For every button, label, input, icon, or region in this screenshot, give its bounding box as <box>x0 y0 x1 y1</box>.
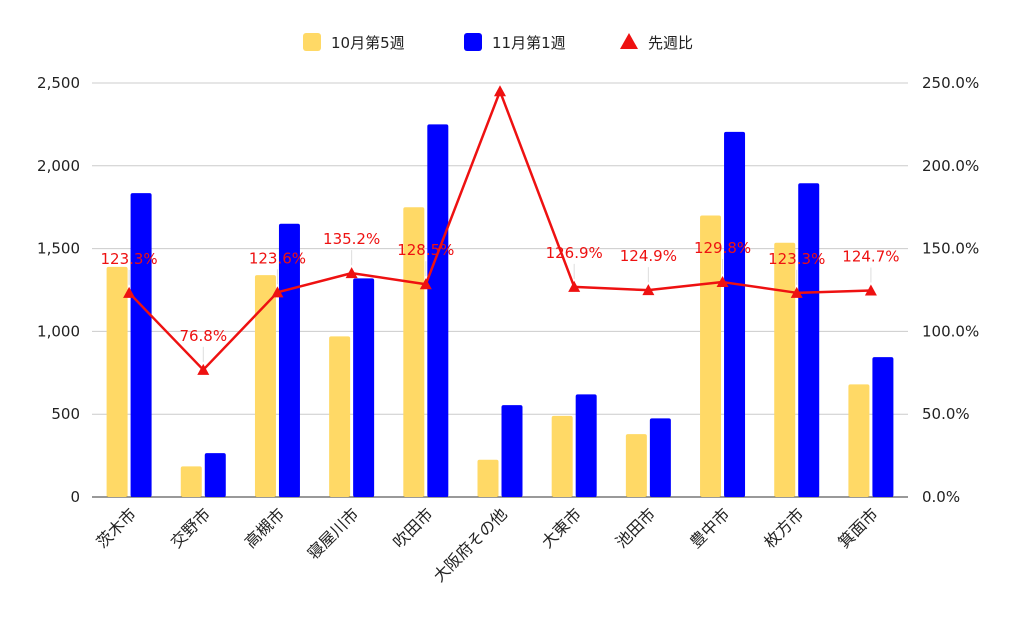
ratio-label: 126.9% <box>546 244 603 262</box>
right-tick-label: 150.0% <box>922 240 979 258</box>
category-label: 寝屋川市 <box>304 504 363 563</box>
bar-11月第1週 <box>649 418 671 497</box>
ratio-marker <box>197 363 210 375</box>
ratio-marker <box>790 286 803 298</box>
bar-10月第5週 <box>254 275 276 497</box>
category-label: 吹田市 <box>389 504 436 551</box>
bar-10月第5週 <box>625 434 647 497</box>
bar-11月第1週 <box>427 124 449 498</box>
right-tick-label: 200.0% <box>922 157 979 175</box>
ratio-marker <box>568 280 581 292</box>
ratio-label: 123.6% <box>249 249 306 267</box>
left-tick-label: 1,500 <box>37 240 80 258</box>
bar-11月第1週 <box>501 405 523 497</box>
legend-swatch <box>620 33 638 49</box>
ratio-label: 124.7% <box>842 247 899 265</box>
right-tick-label: 250.0% <box>922 74 979 92</box>
category-label: 枚方市 <box>760 504 807 551</box>
bar-11月第1週 <box>130 193 152 497</box>
left-tick-label: 2,500 <box>37 74 80 92</box>
ratio-label: 135.2% <box>323 230 380 248</box>
ratio-label: 123.3% <box>768 250 825 268</box>
ratio-marker <box>864 284 877 296</box>
ratio-marker <box>642 284 655 296</box>
ratio-marker <box>716 276 729 288</box>
left-tick-label: 500 <box>51 405 80 423</box>
bar-11月第1週 <box>278 223 300 497</box>
bar-11月第1週 <box>872 357 894 497</box>
category-label: 池田市 <box>612 504 659 551</box>
gridlines <box>92 82 908 498</box>
bar-10月第5週 <box>329 336 351 497</box>
left-axis: 0 500 1,000 1,500 2,000 2,500 <box>37 74 80 506</box>
category-label: 大東市 <box>538 504 585 551</box>
bar-11月第1週 <box>353 278 375 497</box>
ratio-line <box>123 85 877 375</box>
bars <box>106 124 894 498</box>
legend-swatch <box>303 33 321 51</box>
left-tick-label: 2,000 <box>37 157 80 175</box>
ratio-marker <box>271 286 284 298</box>
bar-10月第5週 <box>477 459 499 497</box>
ratio-marker <box>123 286 136 298</box>
bar-10月第5週 <box>551 415 573 497</box>
bar-11月第1週 <box>575 394 597 497</box>
legend-label: 10月第5週 <box>331 34 405 52</box>
bar-10月第5週 <box>700 215 722 498</box>
bar-11月第1週 <box>798 183 820 498</box>
right-axis: 0.0% 50.0% 100.0% 150.0% 200.0% 250.0% <box>922 74 979 506</box>
category-label: 大阪府その他 <box>430 504 511 585</box>
ratio-label: 129.8% <box>694 239 751 257</box>
right-tick-label: 50.0% <box>922 405 970 423</box>
bar-11月第1週 <box>204 453 226 497</box>
category-label: 豊中市 <box>686 504 733 551</box>
bar-10月第5週 <box>774 242 796 497</box>
legend-label: 先週比 <box>648 34 693 52</box>
ratio-labels: 123.3% 76.8% 123.6% 135.2% 128.5% 126.9% 124.9… <box>100 230 900 362</box>
ratio-marker <box>345 267 358 279</box>
bar-10月第5週 <box>848 384 870 497</box>
category-label: 箕面市 <box>834 504 881 551</box>
right-tick-label: 100.0% <box>922 322 979 340</box>
ratio-label: 123.3% <box>100 250 157 268</box>
category-label: 交野市 <box>167 504 214 551</box>
category-label: 高槻市 <box>241 504 288 551</box>
ratio-marker <box>419 278 432 290</box>
category-label: 茨木市 <box>93 504 140 551</box>
legend-label: 11月第1週 <box>492 34 566 52</box>
left-tick-label: 1,000 <box>37 322 80 340</box>
bar-11月第1週 <box>724 131 746 498</box>
ratio-polyline <box>128 90 871 372</box>
legend: 10月第5週 11月第1週 先週比 <box>303 33 693 52</box>
ratio-label: 128.5% <box>397 241 454 259</box>
ratio-marker <box>494 85 506 97</box>
ratio-label: 76.8% <box>179 327 227 345</box>
ratio-label: 124.9% <box>620 247 677 265</box>
bar-10月第5週 <box>106 266 128 497</box>
bar-10月第5週 <box>403 207 425 497</box>
right-tick-label: 0.0% <box>922 488 960 506</box>
legend-swatch <box>464 33 482 51</box>
left-tick-label: 0 <box>70 488 80 506</box>
bar-10月第5週 <box>180 466 202 497</box>
